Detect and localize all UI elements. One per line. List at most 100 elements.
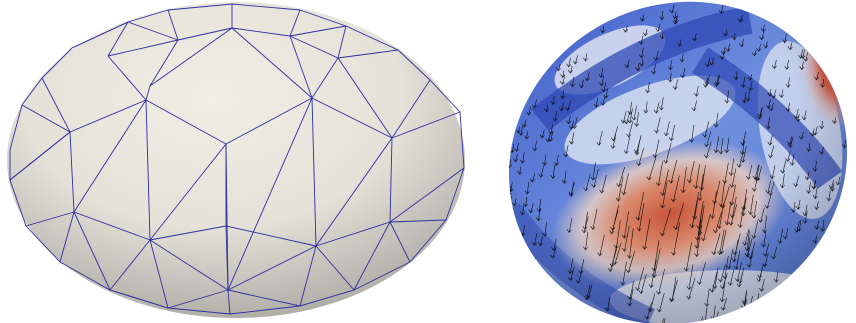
vector-arrow xyxy=(638,202,645,231)
vector-arrow-head xyxy=(740,212,746,217)
vector-arrow xyxy=(556,155,559,166)
vector-arrow xyxy=(660,97,664,111)
vector-arrow-head xyxy=(752,175,758,180)
vector-arrow-head xyxy=(626,133,632,138)
vector-arrow xyxy=(647,81,650,93)
vector-arrow xyxy=(581,79,584,88)
vector-arrow-head xyxy=(542,232,548,237)
vector-arrow xyxy=(629,280,635,300)
vector-arrow xyxy=(603,82,607,92)
vector-arrow xyxy=(796,220,800,233)
vector-arrow-head xyxy=(600,102,606,106)
vector-arrow-head xyxy=(686,286,692,290)
vector-arrow-head xyxy=(711,251,717,256)
vector-arrow-head xyxy=(607,268,613,272)
vector-arrow xyxy=(628,121,634,138)
vector-arrow xyxy=(650,259,657,288)
vector-arrow-head xyxy=(795,206,801,210)
vector-arrow-head xyxy=(757,113,763,118)
vector-arrow xyxy=(828,190,831,201)
vector-arrow-head xyxy=(625,269,631,273)
vector-arrow xyxy=(705,77,708,88)
vector-arrow xyxy=(601,174,607,194)
vector-arrow xyxy=(618,176,624,202)
vector-arrow xyxy=(733,32,736,40)
vector-arrow-head xyxy=(693,92,699,97)
vector-arrow-head xyxy=(599,189,605,194)
vector-arrow-head xyxy=(635,287,640,291)
vector-arrow xyxy=(649,293,656,312)
vector-arrow xyxy=(786,59,789,70)
vector-arrow xyxy=(837,176,841,185)
vector-arrow xyxy=(720,5,724,14)
vector-arrow xyxy=(600,67,604,78)
vector-arrow-head xyxy=(696,281,702,285)
vector-arrow-head xyxy=(631,116,637,121)
vector-arrow-head xyxy=(806,148,812,152)
vector-arrow-head xyxy=(531,241,537,246)
vector-arrow xyxy=(511,143,515,153)
vector-arrow xyxy=(715,211,722,233)
vector-arrow xyxy=(662,208,671,236)
vector-arrow xyxy=(789,42,793,50)
vector-arrow-head xyxy=(747,76,753,81)
vector-arrow xyxy=(695,164,700,189)
field-surface xyxy=(500,0,856,323)
vector-arrow xyxy=(571,132,575,145)
vector-arrow-head xyxy=(811,185,817,190)
vector-arrow-head xyxy=(538,173,544,178)
vector-arrow-head xyxy=(725,48,731,52)
vector-arrow-head xyxy=(566,229,572,233)
vector-arrow-head xyxy=(820,83,825,88)
vector-arrow-head xyxy=(829,187,835,192)
vector-arrow-head xyxy=(819,125,825,130)
vector-arrow-head xyxy=(539,134,545,139)
vector-arrow-head xyxy=(712,229,718,234)
vector-arrow xyxy=(622,261,627,285)
vector-arrow-head xyxy=(680,74,686,79)
vector-arrow-head xyxy=(747,304,753,309)
vector-arrow-head xyxy=(694,236,700,241)
vector-arrow-head xyxy=(506,197,512,201)
vector-arrow xyxy=(758,44,761,52)
vector-arrow-head xyxy=(656,308,662,313)
vector-arrow-head xyxy=(801,116,807,121)
vector-arrow-head xyxy=(567,69,573,74)
vector-arrow xyxy=(656,117,661,134)
vector-arrow-head xyxy=(745,97,751,102)
vector-arrow xyxy=(544,222,547,237)
vector-arrow xyxy=(726,138,730,153)
vector-arrow xyxy=(568,57,571,67)
vector-arrow xyxy=(740,14,743,23)
vector-arrow xyxy=(570,266,575,281)
vector-arrow xyxy=(599,234,605,256)
vector-arrow-head xyxy=(601,88,607,93)
vector-arrow xyxy=(750,194,754,215)
vector-arrow xyxy=(520,126,523,136)
vector-arrow-head xyxy=(736,163,742,168)
vector-arrow-head xyxy=(518,241,524,246)
vector-arrow xyxy=(706,141,712,158)
vector-arrow xyxy=(637,63,640,71)
vector-arrow xyxy=(773,246,778,259)
vector-arrow xyxy=(540,235,543,246)
vector-arrow xyxy=(660,318,664,323)
vector-arrow xyxy=(784,33,787,43)
vector-arrow xyxy=(720,137,724,154)
vector-arrow xyxy=(675,203,684,230)
vector-arrow xyxy=(779,228,783,244)
vector-arrow-head xyxy=(767,92,773,97)
vector-arrow xyxy=(722,272,728,289)
vector-arrow-head xyxy=(634,151,640,156)
vector-arrow-head xyxy=(751,234,757,239)
vector-arrow-head xyxy=(812,195,818,200)
vector-arrow-head xyxy=(518,131,524,136)
vector-arrow-head xyxy=(803,57,809,62)
vector-arrow-head xyxy=(720,285,725,290)
vector-arrow-head xyxy=(659,204,665,209)
vector-arrow-head xyxy=(795,118,801,122)
vector-arrow-head xyxy=(747,211,753,215)
vector-arrow xyxy=(726,90,730,104)
vector-arrow xyxy=(624,211,629,239)
vector-arrow xyxy=(728,249,734,269)
